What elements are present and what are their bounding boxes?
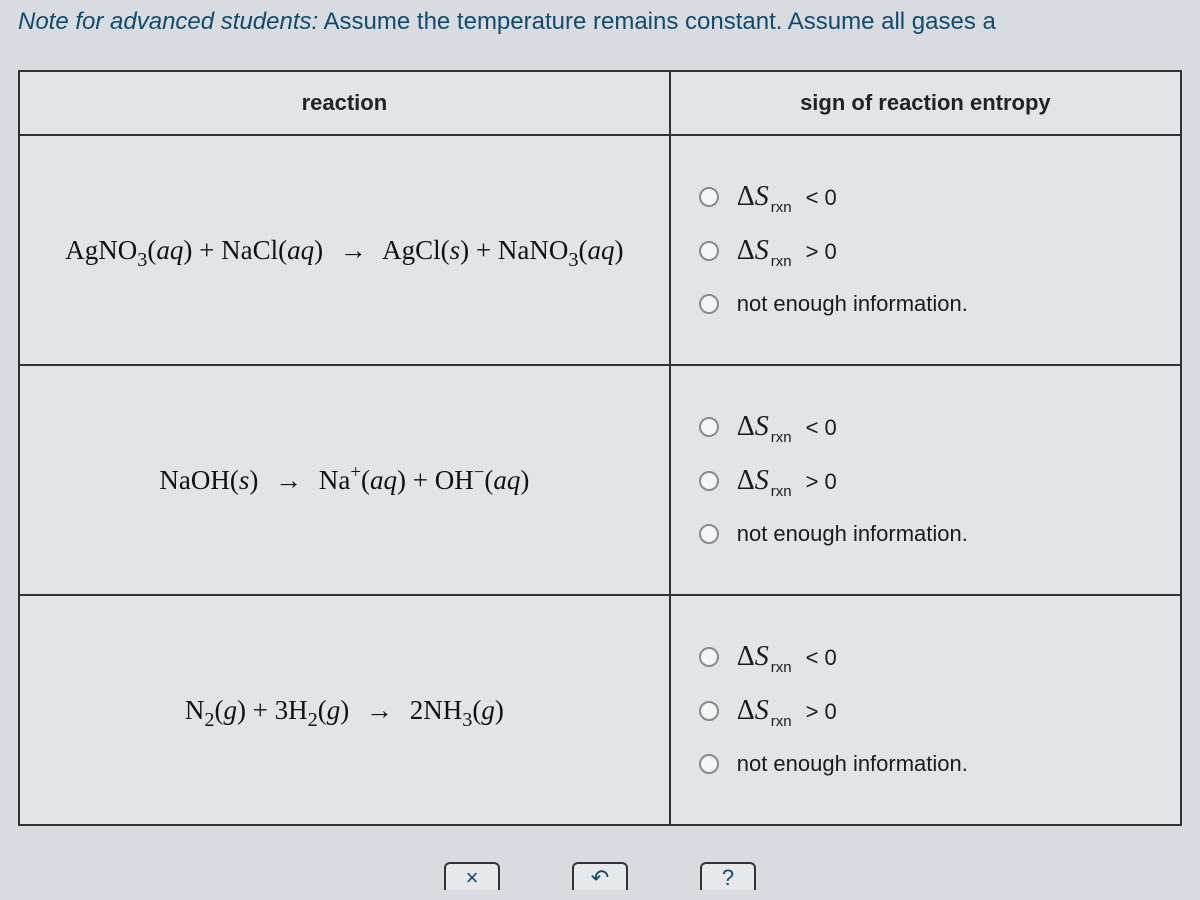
radio-icon[interactable]	[699, 754, 719, 774]
header-sign: sign of reaction entropy	[670, 71, 1181, 135]
table-row: NaOH(s) → Na+(aq) + OH−(aq)ΔSrxn< 0ΔSrxn…	[19, 365, 1181, 595]
radio-icon[interactable]	[699, 524, 719, 544]
reaction-cell: AgNO3(aq) + NaCl(aq) → AgCl(s) + NaNO3(a…	[19, 135, 670, 365]
option-label: ΔSrxn> 0	[737, 697, 837, 725]
radio-icon[interactable]	[699, 417, 719, 437]
entropy-option[interactable]: ΔSrxn< 0	[699, 643, 1170, 671]
entropy-option[interactable]: not enough information.	[699, 521, 1170, 547]
entropy-option[interactable]: ΔSrxn> 0	[699, 697, 1170, 725]
radio-icon[interactable]	[699, 647, 719, 667]
reaction-cell: N2(g) + 3H2(g) → 2NH3(g)	[19, 595, 670, 825]
undo-icon[interactable]: ↶	[572, 862, 628, 890]
options-cell: ΔSrxn< 0 ΔSrxn> 0 not enough information.	[670, 135, 1181, 365]
radio-icon[interactable]	[699, 241, 719, 261]
header-reaction: reaction	[19, 71, 670, 135]
option-label: not enough information.	[737, 291, 968, 317]
radio-icon[interactable]	[699, 187, 719, 207]
help-icon[interactable]: ?	[700, 862, 756, 890]
footer-toolbar: × ↶ ?	[0, 862, 1200, 900]
table-row: AgNO3(aq) + NaCl(aq) → AgCl(s) + NaNO3(a…	[19, 135, 1181, 365]
option-label: ΔSrxn< 0	[737, 413, 837, 441]
radio-icon[interactable]	[699, 294, 719, 314]
entropy-option[interactable]: not enough information.	[699, 291, 1170, 317]
option-label: ΔSrxn> 0	[737, 467, 837, 495]
option-label: ΔSrxn< 0	[737, 643, 837, 671]
reaction-table: reaction sign of reaction entropy AgNO3(…	[18, 70, 1182, 826]
option-label: ΔSrxn< 0	[737, 183, 837, 211]
option-label: not enough information.	[737, 751, 968, 777]
radio-icon[interactable]	[699, 701, 719, 721]
note-prefix: Note for advanced students:	[18, 8, 318, 35]
reaction-cell: NaOH(s) → Na+(aq) + OH−(aq)	[19, 365, 670, 595]
entropy-option[interactable]: not enough information.	[699, 751, 1170, 777]
options-cell: ΔSrxn< 0 ΔSrxn> 0 not enough information.	[670, 365, 1181, 595]
entropy-option[interactable]: ΔSrxn> 0	[699, 237, 1170, 265]
entropy-option[interactable]: ΔSrxn< 0	[699, 183, 1170, 211]
close-icon[interactable]: ×	[444, 862, 500, 890]
note-rest: Assume the temperature remains constant.…	[318, 8, 996, 35]
table-row: N2(g) + 3H2(g) → 2NH3(g) ΔSrxn< 0 ΔSrxn> 0…	[19, 595, 1181, 825]
option-label: not enough information.	[737, 521, 968, 547]
option-label: ΔSrxn> 0	[737, 237, 837, 265]
instruction-note: Note for advanced students: Assume the t…	[0, 0, 1200, 52]
radio-icon[interactable]	[699, 471, 719, 491]
entropy-option[interactable]: ΔSrxn> 0	[699, 467, 1170, 495]
entropy-option[interactable]: ΔSrxn< 0	[699, 413, 1170, 441]
options-cell: ΔSrxn< 0 ΔSrxn> 0 not enough information.	[670, 595, 1181, 825]
